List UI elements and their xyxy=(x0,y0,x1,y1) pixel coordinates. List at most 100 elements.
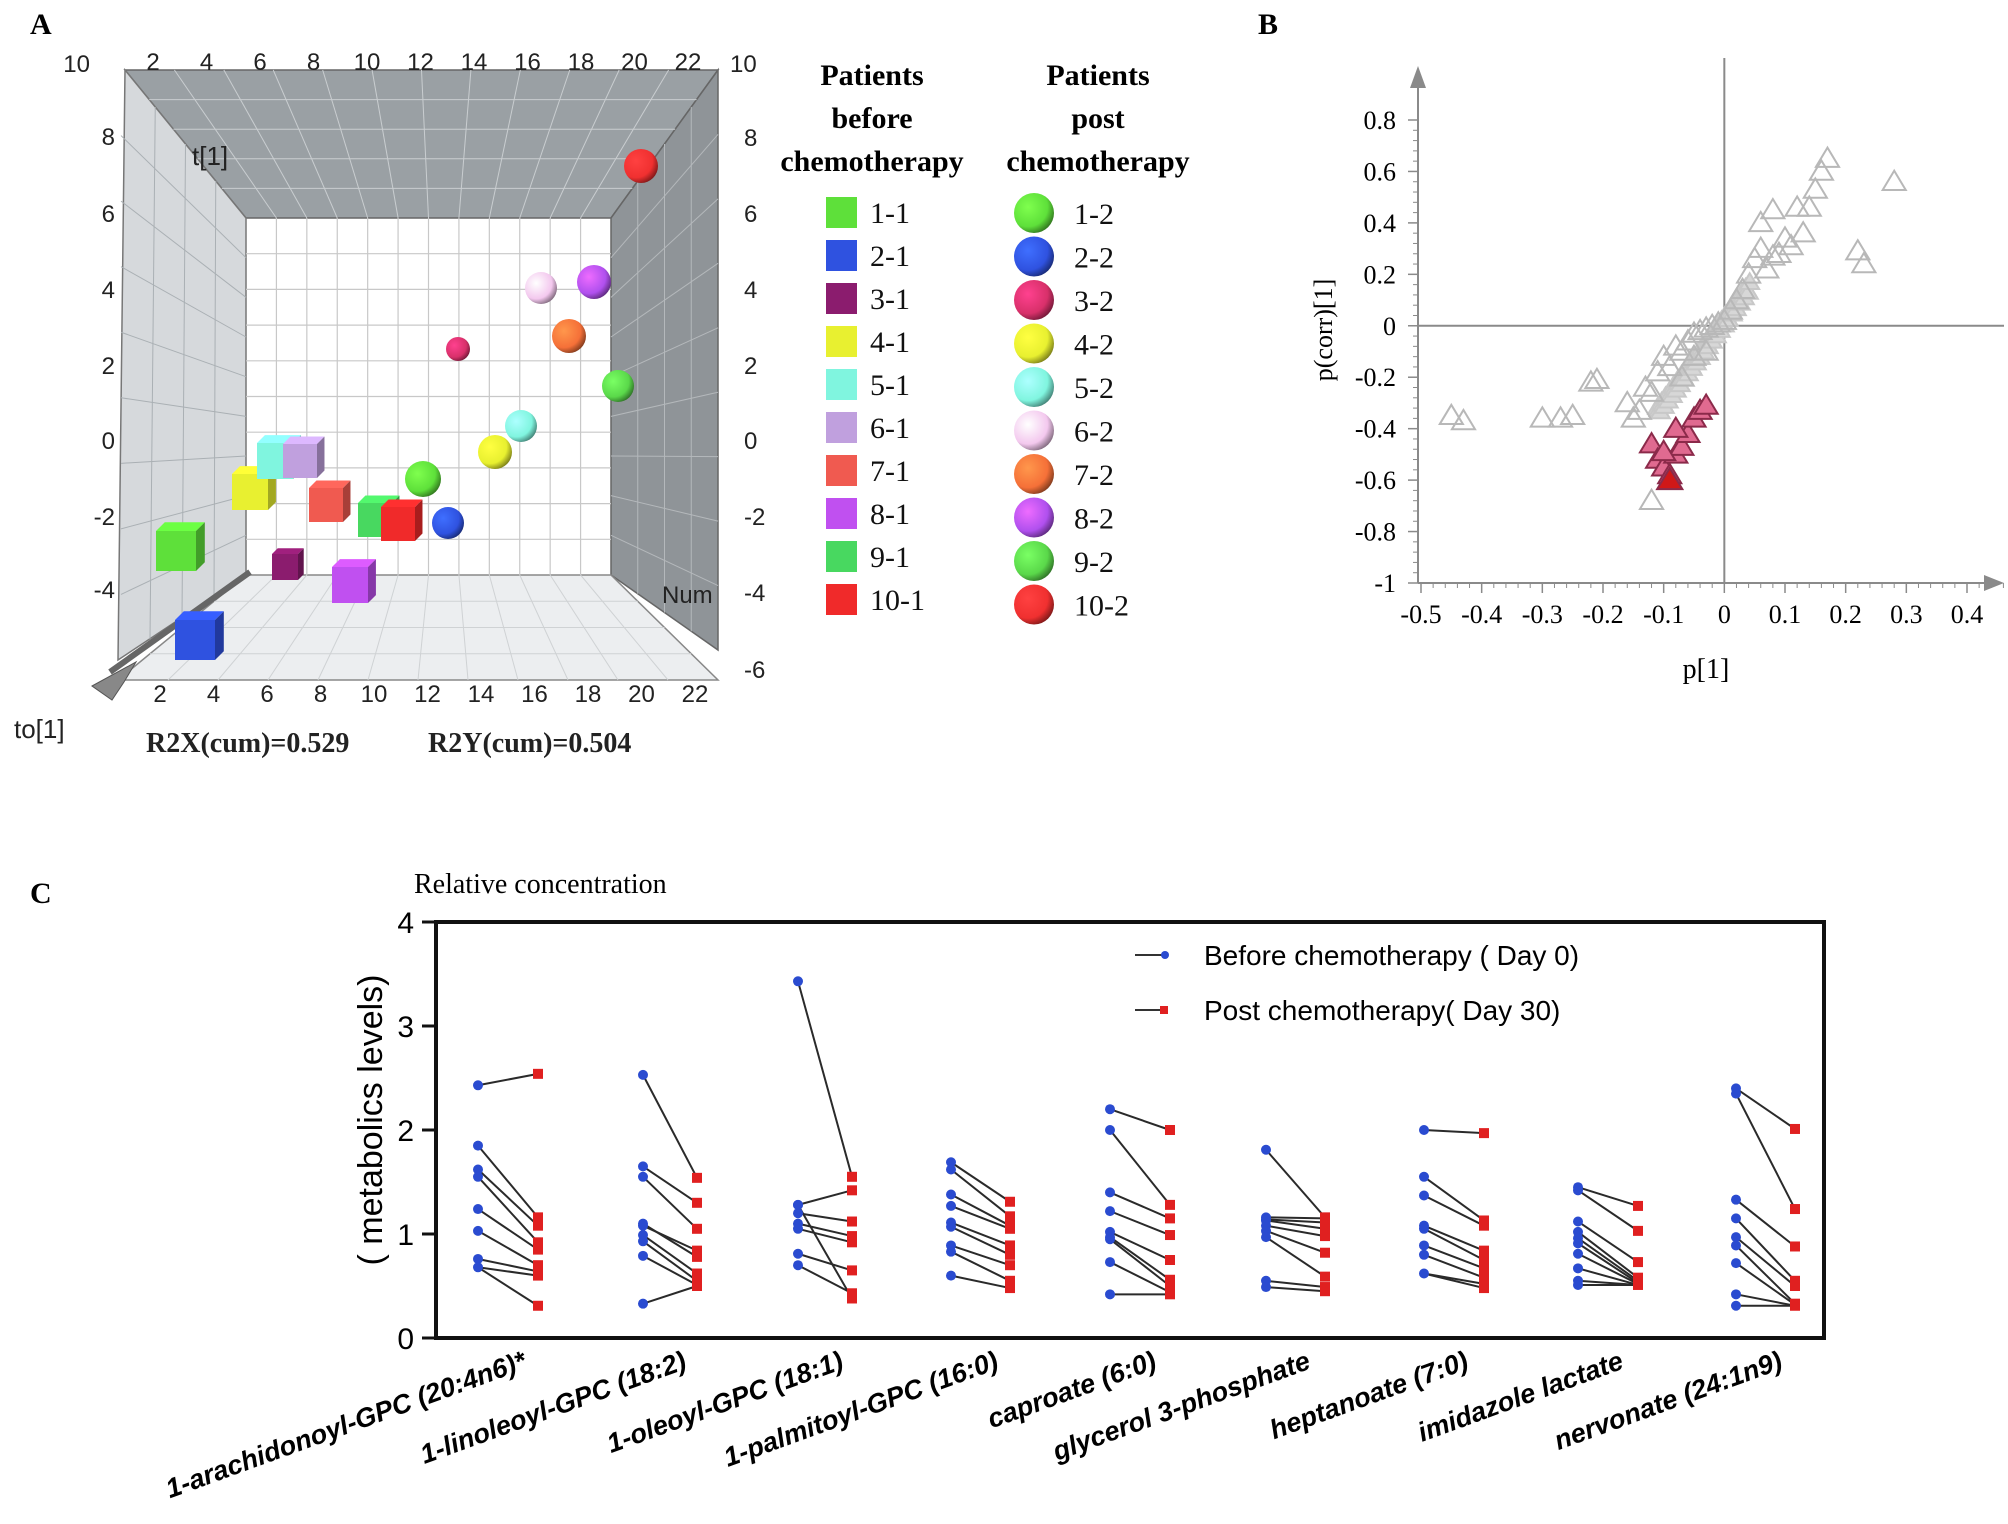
post-point xyxy=(692,1197,702,1208)
ceiling-grid-v xyxy=(174,69,277,219)
s-plot-point xyxy=(1692,315,1720,338)
post-point xyxy=(1165,1230,1175,1241)
cube-top-8-1 xyxy=(332,559,376,567)
post-point xyxy=(533,1270,543,1281)
legend-post-marker xyxy=(1160,1006,1168,1014)
before-point xyxy=(473,1262,483,1273)
b-x-tick-label: -0.3 xyxy=(1522,600,1563,629)
post-point xyxy=(1479,1128,1489,1139)
panel-b-s-plot: -0.5 -0.4 -0.3 -0.2 -0.1 0 0.1 0.2 0.3 0.4 0.8 0.6 0… xyxy=(1309,58,2004,685)
cube-marker-10-1 xyxy=(381,507,415,541)
before-point xyxy=(1573,1248,1583,1259)
bottom-tick-label: 16 xyxy=(521,681,548,708)
legend-cube-9-1 xyxy=(826,541,857,572)
paired-line xyxy=(1265,1224,1326,1238)
legend-post-label: 7-2 xyxy=(1074,459,1114,492)
post-point xyxy=(847,1237,857,1248)
before-point xyxy=(1261,1144,1271,1155)
legend-post-label: 2-2 xyxy=(1074,242,1114,275)
s-plot-point xyxy=(1802,176,1829,199)
before-point xyxy=(1573,1185,1583,1196)
post-point xyxy=(1320,1217,1330,1228)
b-x-arrow xyxy=(1984,575,2004,591)
post-point xyxy=(533,1068,543,1079)
before-point xyxy=(1731,1289,1741,1300)
s-plot-point xyxy=(1638,379,1665,402)
legend-before-label: 3-1 xyxy=(870,283,910,316)
legend-before-label: 9-1 xyxy=(870,541,910,574)
before-point xyxy=(1731,1213,1741,1224)
bottom-tick-label: 20 xyxy=(628,681,655,708)
cube-side-2-1 xyxy=(215,611,224,660)
s-plot-point xyxy=(1765,240,1793,264)
before-point xyxy=(638,1069,648,1080)
before-point xyxy=(1731,1088,1741,1099)
panel-a-legend-titles: Patients before chemotherapy Patients po… xyxy=(780,59,1189,178)
legend-post-label: 10-2 xyxy=(1074,590,1129,623)
s-plot-point xyxy=(1747,209,1775,233)
ceiling-grid-v xyxy=(223,69,308,219)
b-y-tick-label: -1 xyxy=(1374,569,1396,598)
post-point xyxy=(1005,1211,1015,1222)
b-y-tick-label: 0.6 xyxy=(1364,157,1397,186)
post-point xyxy=(847,1288,857,1299)
top-tick-label: 2 xyxy=(146,49,159,76)
before-point xyxy=(793,976,803,987)
paired-line xyxy=(1265,1279,1326,1289)
post-point xyxy=(1005,1196,1015,1207)
paired-line xyxy=(642,1074,698,1179)
s-plot-point xyxy=(1662,333,1690,356)
legend-post-label: 1-2 xyxy=(1074,198,1114,231)
panel-a-markers xyxy=(156,149,658,660)
bottom-tick-label: 14 xyxy=(468,681,495,708)
before-point xyxy=(473,1225,483,1236)
paired-line xyxy=(950,1204,1011,1230)
b-x-tick-label: -0.2 xyxy=(1582,600,1623,629)
post-point xyxy=(692,1268,702,1279)
post-point xyxy=(1790,1300,1800,1311)
paired-line xyxy=(1735,1087,1796,1130)
paired-line xyxy=(477,1168,539,1227)
paired-line xyxy=(477,1208,539,1251)
paired-line xyxy=(1109,1191,1171,1220)
legend-cube-5-1 xyxy=(826,369,857,400)
c-plot-frame xyxy=(434,920,1826,1340)
left-grid-h xyxy=(120,266,247,338)
panel-c-line-chart: Relative concentration ( metabolics leve… xyxy=(162,869,1826,1504)
s-plot-highlighted-point xyxy=(1692,392,1720,415)
ceiling-grid-v xyxy=(580,69,670,219)
t1-axis-label: t[1] xyxy=(192,141,228,171)
post-point xyxy=(1005,1260,1015,1271)
legend-before-label: 7-1 xyxy=(870,455,910,488)
paired-line xyxy=(477,1266,539,1277)
top-tick-label: 4 xyxy=(200,49,213,76)
paired-line xyxy=(1109,1108,1171,1131)
c-y-tick-label: 1 xyxy=(397,1219,414,1252)
post-point xyxy=(1320,1231,1330,1242)
cube-side-7-1 xyxy=(343,480,351,522)
before-point xyxy=(946,1200,956,1211)
c-category-label: 1-linoleoyl-GPC (18:2) xyxy=(416,1345,690,1469)
legend-before-label: 10-1 xyxy=(870,584,925,617)
post-point xyxy=(1790,1204,1800,1215)
paired-line xyxy=(1423,1175,1485,1222)
paired-line xyxy=(950,1250,1011,1282)
s-plot-point xyxy=(1680,343,1708,366)
s-plot-point xyxy=(1795,194,1823,217)
s-plot-point xyxy=(1632,374,1659,397)
b-y-tick-label: -0.8 xyxy=(1355,518,1396,547)
s-plot-point xyxy=(1735,261,1762,284)
top-tick-label: 20 xyxy=(621,49,648,76)
before-point xyxy=(638,1236,648,1247)
paired-line xyxy=(477,1144,539,1219)
left-tick-label: 2 xyxy=(102,353,115,380)
b-x-tick-label: -0.4 xyxy=(1461,600,1502,629)
post-point xyxy=(1479,1263,1489,1274)
panel-c-series xyxy=(473,976,1800,1311)
paired-line xyxy=(950,1244,1011,1267)
top-tick-label: 18 xyxy=(568,49,595,76)
bottom-tick-label: 18 xyxy=(575,681,602,708)
paired-line xyxy=(797,1252,853,1272)
paired-line xyxy=(1577,1267,1639,1286)
